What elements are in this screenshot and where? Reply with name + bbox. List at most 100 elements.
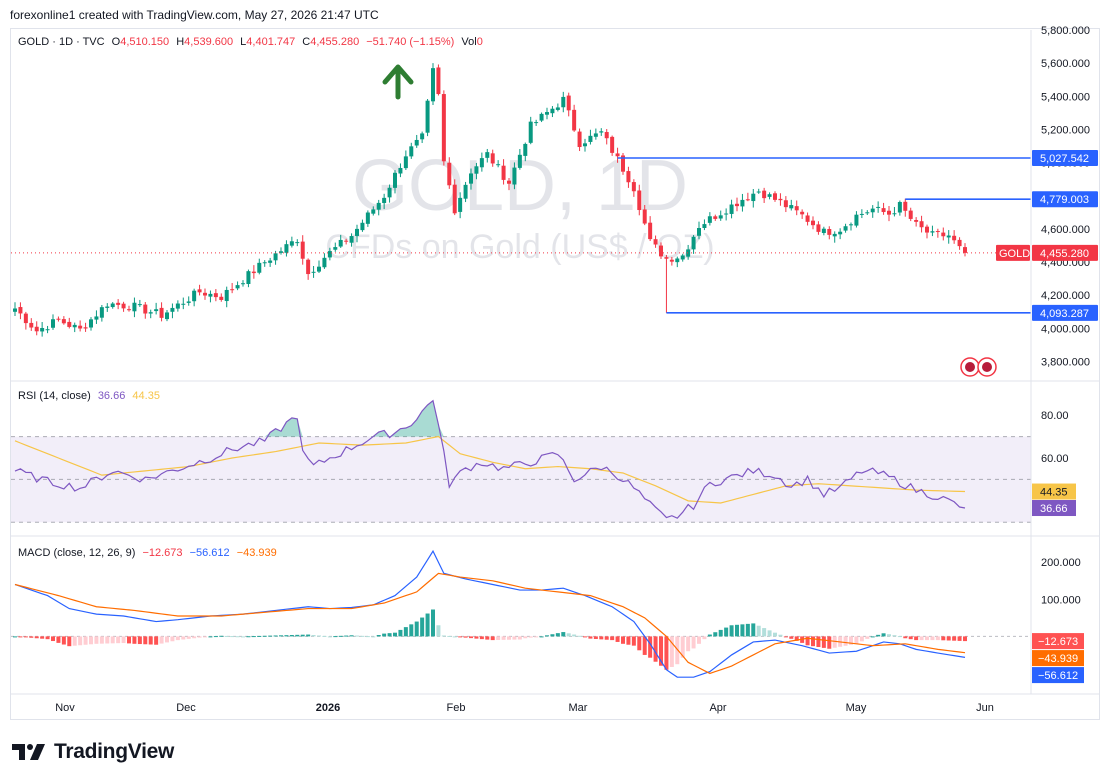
- candle-body[interactable]: [322, 257, 327, 268]
- candle-body[interactable]: [881, 208, 886, 213]
- candle-body[interactable]: [148, 312, 153, 314]
- candle-body[interactable]: [843, 226, 848, 231]
- candle-body[interactable]: [507, 180, 511, 184]
- candle-body[interactable]: [849, 224, 853, 226]
- candle-body[interactable]: [387, 187, 392, 198]
- candle-body[interactable]: [371, 209, 376, 214]
- candle-body[interactable]: [800, 211, 805, 215]
- candle-body[interactable]: [697, 228, 701, 236]
- candle-body[interactable]: [181, 303, 186, 305]
- candle-body[interactable]: [762, 190, 767, 199]
- candle-body[interactable]: [56, 318, 61, 320]
- candle-body[interactable]: [718, 215, 723, 219]
- candle-body[interactable]: [626, 171, 631, 183]
- rsi-legend[interactable]: RSI (14, close) 36.66 44.35: [18, 390, 164, 402]
- candle-body[interactable]: [713, 216, 718, 219]
- candle-body[interactable]: [572, 109, 577, 131]
- candle-body[interactable]: [436, 67, 441, 95]
- candle-body[interactable]: [876, 206, 881, 208]
- candle-body[interactable]: [930, 231, 935, 233]
- candle-body[interactable]: [838, 231, 843, 235]
- candle-body[interactable]: [186, 301, 191, 303]
- candle-body[interactable]: [816, 224, 821, 232]
- candle-body[interactable]: [311, 271, 316, 273]
- candle-body[interactable]: [756, 191, 761, 193]
- macd-signal-line[interactable]: [14, 572, 966, 675]
- candle-body[interactable]: [365, 212, 370, 224]
- candle-body[interactable]: [403, 156, 408, 169]
- candle-body[interactable]: [458, 197, 463, 212]
- candle-body[interactable]: [963, 247, 967, 253]
- candle-body[interactable]: [729, 204, 734, 214]
- candle-body[interactable]: [821, 228, 826, 234]
- candle-body[interactable]: [344, 240, 349, 242]
- candle-body[interactable]: [289, 241, 294, 246]
- rsi-ma-line[interactable]: [14, 435, 966, 504]
- candle-body[interactable]: [45, 329, 50, 331]
- candle-body[interactable]: [621, 155, 625, 172]
- candle-body[interactable]: [382, 197, 387, 204]
- candle-body[interactable]: [957, 239, 962, 247]
- candle-body[interactable]: [447, 162, 452, 186]
- candle-body[interactable]: [474, 166, 479, 174]
- candle-body[interactable]: [317, 266, 321, 272]
- candle-body[interactable]: [555, 107, 560, 110]
- candle-body[interactable]: [637, 190, 642, 211]
- candle-body[interactable]: [279, 251, 283, 253]
- candle-body[interactable]: [105, 306, 110, 308]
- candle-body[interactable]: [300, 241, 305, 259]
- candle-body[interactable]: [789, 205, 794, 209]
- candle-body[interactable]: [268, 260, 273, 263]
- candle-body[interactable]: [811, 220, 815, 226]
- candle-body[interactable]: [18, 307, 23, 314]
- candle-body[interactable]: [121, 303, 126, 309]
- candle-body[interactable]: [534, 122, 539, 124]
- candle-body[interactable]: [393, 172, 397, 188]
- candle-body[interactable]: [213, 293, 218, 298]
- candle-body[interactable]: [246, 271, 251, 284]
- candle-body[interactable]: [23, 313, 28, 324]
- candle-body[interactable]: [745, 199, 750, 201]
- candle-body[interactable]: [137, 304, 142, 306]
- candle-body[interactable]: [414, 139, 419, 146]
- candle-body[interactable]: [469, 173, 473, 184]
- candle-body[interactable]: [463, 184, 468, 199]
- candle-body[interactable]: [197, 289, 202, 293]
- rsi-title[interactable]: RSI (14, close): [18, 390, 91, 402]
- candle-body[interactable]: [409, 146, 414, 157]
- candle-body[interactable]: [251, 271, 256, 274]
- candle-body[interactable]: [908, 210, 913, 219]
- candle-body[interactable]: [735, 203, 739, 207]
- price-legend[interactable]: GOLD · 1D · TVC O4,510.150 H4,539.600 L4…: [18, 36, 487, 48]
- candle-body[interactable]: [561, 96, 566, 108]
- candle-body[interactable]: [805, 215, 810, 222]
- candle-body[interactable]: [675, 258, 680, 263]
- candle-body[interactable]: [935, 231, 940, 233]
- candle-body[interactable]: [545, 112, 549, 115]
- candle-body[interactable]: [333, 247, 338, 250]
- candle-body[interactable]: [219, 296, 224, 300]
- candle-body[interactable]: [767, 194, 772, 197]
- candle-body[interactable]: [241, 283, 245, 285]
- candle-body[interactable]: [159, 307, 164, 318]
- candle-body[interactable]: [72, 324, 77, 328]
- candle-body[interactable]: [40, 328, 45, 332]
- candle-body[interactable]: [496, 164, 501, 166]
- candle-body[interactable]: [680, 255, 685, 260]
- candle-body[interactable]: [903, 201, 908, 211]
- candle-body[interactable]: [479, 158, 484, 168]
- candle-body[interactable]: [952, 235, 957, 241]
- candle-body[interactable]: [865, 212, 870, 214]
- candle-body[interactable]: [306, 259, 311, 275]
- candle-body[interactable]: [452, 184, 457, 214]
- candle-body[interactable]: [566, 95, 571, 111]
- candle-body[interactable]: [751, 193, 756, 202]
- candle-body[interactable]: [691, 236, 696, 250]
- candle-body[interactable]: [794, 206, 799, 211]
- candle-body[interactable]: [175, 303, 180, 309]
- candle-body[interactable]: [528, 121, 533, 143]
- macd-title[interactable]: MACD (close, 12, 26, 9): [18, 547, 136, 559]
- candle-body[interactable]: [116, 302, 121, 305]
- candle-body[interactable]: [648, 222, 653, 240]
